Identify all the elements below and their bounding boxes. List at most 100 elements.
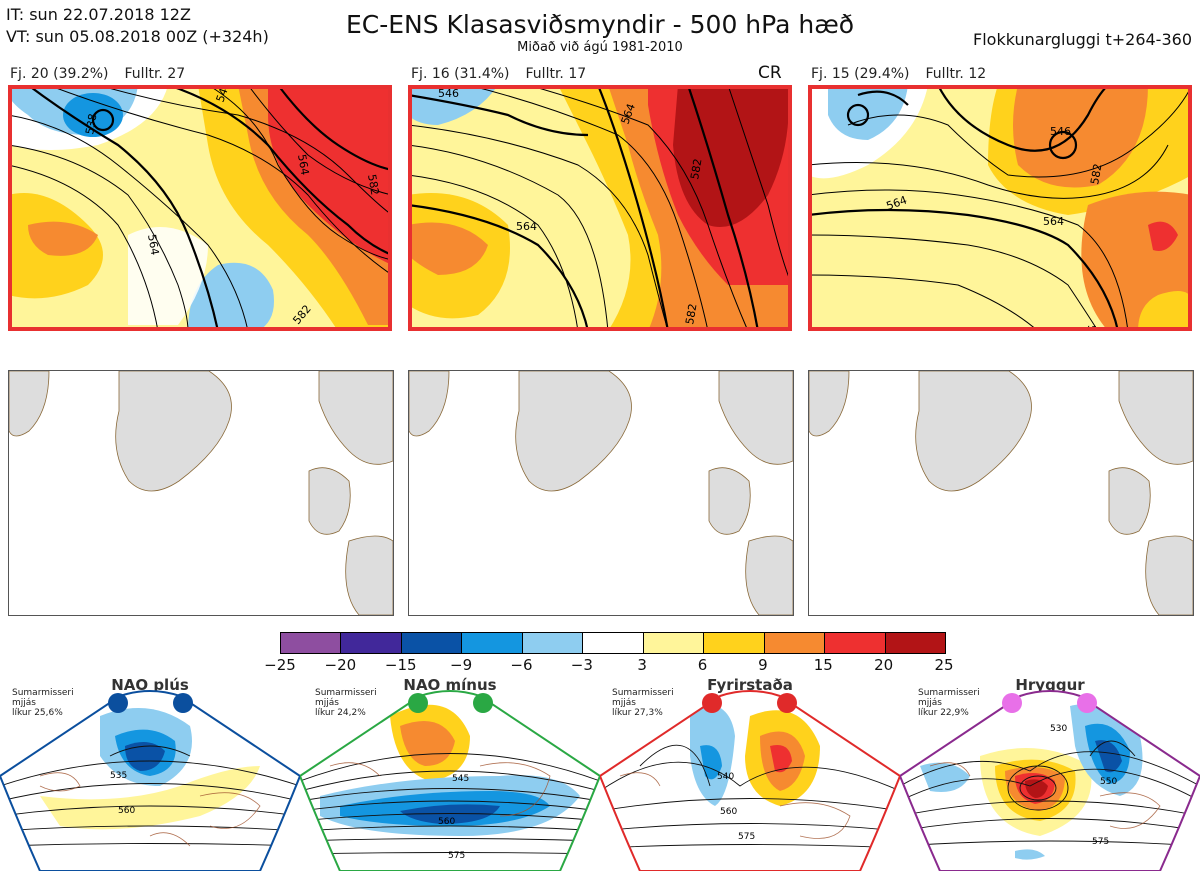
regime-dot	[1077, 693, 1097, 713]
regime-months: mjjás	[918, 698, 942, 708]
regime-probability: líkur 22,9%	[918, 708, 969, 718]
regime-season: Sumarmisseri	[12, 688, 74, 698]
regime-dot	[173, 693, 193, 713]
regime-season: Sumarmisseri	[918, 688, 980, 698]
colorbar-swatch	[583, 633, 644, 653]
colorbar-tick: 9	[758, 656, 768, 674]
colorbar-tick: −3	[570, 656, 593, 674]
contour-label: 582	[1088, 163, 1104, 186]
contour-label: 575	[738, 832, 755, 842]
base-map-2	[408, 370, 794, 616]
regime-frame	[900, 690, 1200, 871]
colorbar-swatch	[825, 633, 886, 653]
colorbar-tick: 15	[813, 656, 833, 674]
contour-label: 540	[717, 772, 734, 782]
valid-time: VT: sun 05.08.2018 00Z (+324h)	[6, 27, 269, 46]
regime-blocking: Fyrirstaða Sumarmisseri mjjás líkur 27,3…	[600, 676, 900, 871]
colorbar-tick: −25	[264, 656, 296, 674]
cluster-1-members: Fj. 20 (39.2%)	[10, 66, 109, 82]
regime-probability: líkur 27,3%	[612, 708, 663, 718]
cluster-1-label: Fj. 20 (39.2%) Fulltr. 27	[10, 66, 201, 82]
regime-ridge: Hryggur Sumarmisseri mjjás líkur 22,9%	[900, 676, 1200, 871]
regime-stats: Sumarmisseri mjjás líkur 22,9%	[918, 688, 980, 718]
contour-label: 546	[438, 87, 459, 100]
cluster-2-flag: CR	[758, 63, 782, 83]
colorbar-ticks: −25 −20 −15 −9 −6 −3 3 6 9 15 20 25	[264, 656, 953, 674]
base-map-1	[8, 370, 394, 616]
colorbar-swatch	[522, 633, 584, 653]
regime-months: mjjás	[315, 698, 339, 708]
colorbar-swatch	[704, 633, 765, 653]
regime-nao-minus: NAO mínus Sumarmisseri mjjás líkur 24,2%	[300, 676, 600, 871]
regime-season: Sumarmisseri	[315, 688, 377, 698]
colorbar-tick: −20	[324, 656, 357, 674]
contour-label: 564	[1043, 215, 1064, 228]
cluster-3-repr: Fulltr. 12	[925, 66, 987, 82]
regime-probability: líkur 25,6%	[12, 708, 63, 718]
regime-nao-plus: NAO plús Sumarmisseri mjjás líkur 25,6%	[0, 676, 300, 871]
contour-label: 582	[683, 303, 699, 326]
regime-dot	[1002, 693, 1022, 713]
cluster-1-repr: Fulltr. 27	[124, 66, 186, 82]
contour-label: 560	[118, 806, 135, 816]
regime-name: Fyrirstaða	[707, 676, 793, 694]
regime-months: mjjás	[12, 698, 36, 708]
contour-label: 538	[83, 113, 99, 136]
colorbar-swatch	[643, 633, 705, 653]
colorbar-tick: 20	[874, 656, 894, 674]
cluster-map-1: 546 564 564 582 582 538	[8, 85, 392, 331]
cluster-map-3: 546 564 564 582 582	[808, 85, 1192, 331]
regime-frame	[300, 690, 600, 871]
contour-label: 550	[1100, 777, 1117, 787]
regime-stats: Sumarmisseri mjjás líkur 25,6%	[12, 688, 74, 718]
regime-months: mjjás	[612, 698, 636, 708]
colorbar-tick: −9	[450, 656, 473, 674]
contour-label: 560	[438, 817, 455, 827]
regime-stats: Sumarmisseri mjjás líkur 27,3%	[612, 688, 674, 718]
colorbar-swatch	[341, 633, 402, 653]
colorbar-tick: 25	[934, 656, 954, 674]
regime-dot	[408, 693, 428, 713]
contour-label: 582	[688, 158, 704, 181]
base-map-3	[808, 370, 1194, 616]
contour-label: 535	[110, 771, 127, 781]
regime-dot	[473, 693, 493, 713]
page-title: EC-ENS Klasasviðsmyndir - 500 hPa hæð	[345, 10, 855, 39]
contour-label: 546	[1050, 125, 1071, 138]
contour-label: 545	[452, 774, 469, 784]
regime-probability: líkur 24,2%	[315, 708, 366, 718]
colorbar-tick: 6	[697, 656, 708, 674]
selection-border	[8, 85, 392, 331]
regime-frame	[0, 690, 300, 871]
classification-window: Flokkunargluggi t+264-360	[973, 30, 1192, 49]
initial-time: IT: sun 22.07.2018 12Z	[6, 5, 191, 24]
contour-label: 564	[295, 153, 311, 176]
cluster-map-2: 564 564 582 582 546	[408, 85, 792, 331]
colorbar-swatch	[401, 633, 463, 653]
page-subtitle: Miðað við ágú 1981-2010	[517, 40, 683, 55]
contour-label: 564	[145, 233, 161, 256]
contour-label: 530	[1050, 724, 1067, 734]
colorbar-swatch	[764, 633, 826, 653]
contour-label: 575	[1092, 837, 1109, 847]
contour-label: 575	[448, 851, 465, 861]
cluster-3-members: Fj. 15 (29.4%)	[811, 66, 910, 82]
contour-label: 564	[516, 220, 537, 233]
colorbar-tick: −15	[384, 656, 417, 674]
colorbar-swatch	[462, 633, 523, 653]
colorbar	[280, 632, 946, 654]
colorbar-tick: 3	[637, 656, 647, 674]
regime-name: Hryggur	[1015, 676, 1085, 694]
cluster-2-label: Fj. 16 (31.4%) Fulltr. 17	[411, 66, 602, 82]
regime-dot	[702, 693, 722, 713]
header-dates: IT: sun 22.07.2018 12Z VT: sun 05.08.201…	[6, 4, 269, 48]
regime-stats: Sumarmisseri mjjás líkur 24,2%	[315, 688, 377, 718]
colorbar-swatch	[281, 633, 342, 653]
cluster-2-members: Fj. 16 (31.4%)	[411, 66, 510, 82]
cluster-3-label: Fj. 15 (29.4%) Fulltr. 12	[811, 66, 1002, 82]
regime-frame	[600, 690, 900, 871]
selection-border	[808, 85, 1192, 331]
contour-label: 582	[365, 173, 381, 196]
selection-border	[408, 85, 792, 331]
cluster-2-repr: Fulltr. 17	[525, 66, 587, 82]
